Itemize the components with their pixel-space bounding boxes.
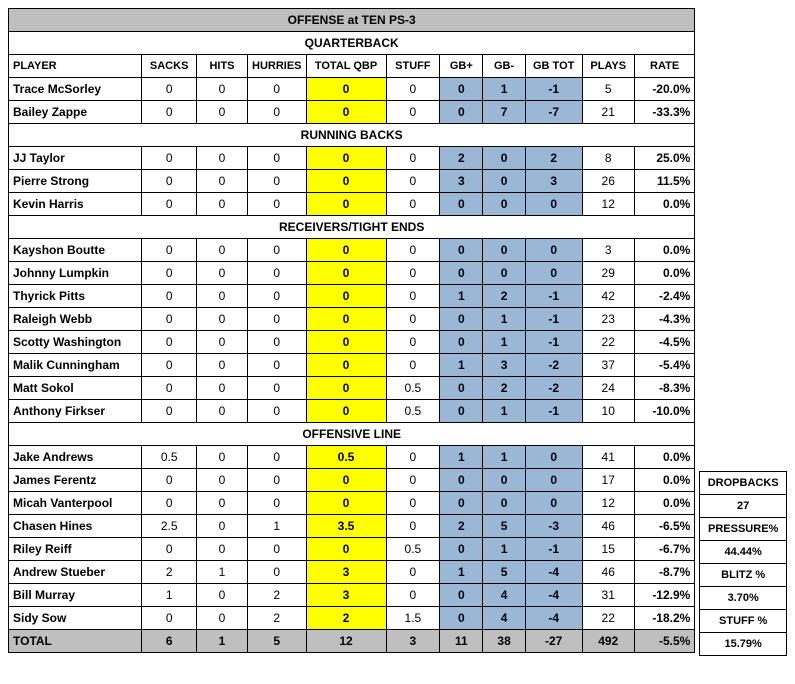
column-header-row: PLAYERSACKSHITSHURRIESTOTAL QBPSTUFFGB+G… <box>9 55 695 78</box>
side-label: STUFF % <box>700 610 787 633</box>
table-row: Jake Andrews0.5000.50110410.0% <box>9 446 695 469</box>
table-row: Micah Vanterpool00000000120.0% <box>9 492 695 515</box>
table-row: Matt Sokol00000.502-224-8.3% <box>9 377 695 400</box>
section-label: RUNNING BACKS <box>9 124 695 147</box>
col-gb-tot: GB TOT <box>525 55 582 78</box>
table-row: Scotty Washington0000001-122-4.5% <box>9 331 695 354</box>
table-row: Thyrick Pitts0000012-142-2.4% <box>9 285 695 308</box>
table-row: Johnny Lumpkin00000000290.0% <box>9 262 695 285</box>
section-label: RECEIVERS/TIGHT ENDS <box>9 216 695 239</box>
col-rate: RATE <box>634 55 694 78</box>
table-row: Chasen Hines2.5013.5025-346-6.5% <box>9 515 695 538</box>
side-value: 44.44% <box>700 541 787 564</box>
side-label: PRESSURE% <box>700 518 787 541</box>
table-row: Anthony Firkser00000.501-110-10.0% <box>9 400 695 423</box>
col-player: PLAYER <box>9 55 142 78</box>
col-hits: HITS <box>196 55 247 78</box>
table-title: OFFENSE at TEN PS-3 <box>9 9 695 32</box>
table-row: Trace McSorley0000001-15-20.0% <box>9 78 695 101</box>
side-label: BLITZ % <box>700 564 787 587</box>
table-row: James Ferentz00000000170.0% <box>9 469 695 492</box>
table-row: Raleigh Webb0000001-123-4.3% <box>9 308 695 331</box>
col-plays: PLAYS <box>582 55 634 78</box>
summary-side-table: DROPBACKS27PRESSURE%44.44%BLITZ %3.70%ST… <box>699 471 787 656</box>
table-row: Bill Murray1023004-431-12.9% <box>9 584 695 607</box>
col-gb-: GB- <box>483 55 525 78</box>
col-stuff: STUFF <box>386 55 440 78</box>
side-value: 27 <box>700 495 787 518</box>
side-label: DROPBACKS <box>700 472 787 495</box>
section-label: QUARTERBACK <box>9 32 695 55</box>
table-row: JJ Taylor00000202825.0% <box>9 147 695 170</box>
table-row: Kevin Harris00000000120.0% <box>9 193 695 216</box>
table-row: Bailey Zappe0000007-721-33.3% <box>9 101 695 124</box>
col-hurries: HURRIES <box>248 55 307 78</box>
table-row: Andrew Stueber2103015-446-8.7% <box>9 561 695 584</box>
table-row: Malik Cunningham0000013-237-5.4% <box>9 354 695 377</box>
table-row: Kayshon Boutte0000000030.0% <box>9 239 695 262</box>
col-total-qbp: TOTAL QBP <box>306 55 386 78</box>
section-label: OFFENSIVE LINE <box>9 423 695 446</box>
table-row: Riley Reiff00000.501-115-6.7% <box>9 538 695 561</box>
table-row: Sidy Sow00221.504-422-18.2% <box>9 607 695 630</box>
total-row: TOTAL6151231138-27492-5.5% <box>9 630 695 653</box>
side-value: 15.79% <box>700 633 787 656</box>
col-gb-: GB+ <box>440 55 483 78</box>
col-sacks: SACKS <box>142 55 197 78</box>
offense-stats-table: OFFENSE at TEN PS-3 QUARTERBACKPLAYERSAC… <box>8 8 695 653</box>
side-value: 3.70% <box>700 587 787 610</box>
table-row: Pierre Strong000003032611.5% <box>9 170 695 193</box>
